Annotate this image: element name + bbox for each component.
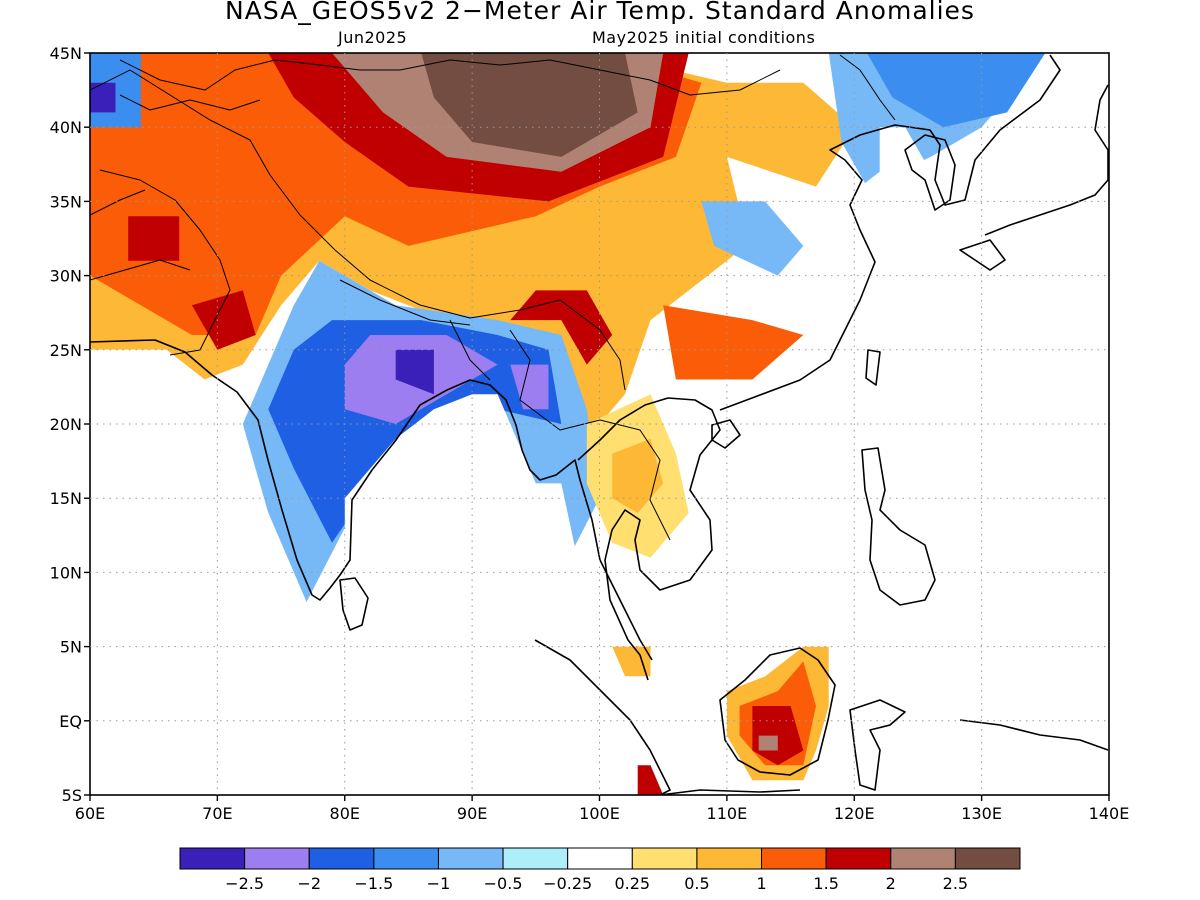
anomaly-region-central-china-light-blue bbox=[701, 201, 804, 276]
lon-label: 80E bbox=[330, 804, 360, 823]
map-title: NASA_GEOS5v2 2−Meter Air Temp. Standard … bbox=[225, 0, 975, 25]
colorbar-swatch bbox=[890, 847, 956, 870]
colorbar-swatch bbox=[373, 847, 439, 870]
colorbar-swatch bbox=[179, 847, 246, 870]
longitude-axis: 60E 70E 80E 90E 100E 110E 120E 130E 140E bbox=[75, 795, 1130, 823]
coastlines bbox=[90, 54, 1109, 795]
colorbar-label: −1.5 bbox=[354, 874, 393, 893]
lon-label: 90E bbox=[457, 804, 487, 823]
coastline-hainan bbox=[711, 419, 741, 449]
anomaly-region-burma-lilac bbox=[510, 364, 549, 410]
colorbar-label: −0.5 bbox=[484, 874, 523, 893]
coastline-korea bbox=[904, 134, 956, 211]
colorbar-swatch bbox=[761, 847, 827, 870]
coastline-java bbox=[659, 789, 801, 795]
coastline-india bbox=[90, 339, 653, 661]
coastline-sumatra bbox=[534, 639, 671, 795]
lon-label: 70E bbox=[202, 804, 232, 823]
lat-label: 20N bbox=[50, 415, 82, 434]
coastline-philippines bbox=[861, 447, 936, 606]
colorbar-label: −0.25 bbox=[543, 874, 592, 893]
colorbar-label: −1 bbox=[427, 874, 451, 893]
lon-label: 110E bbox=[707, 804, 748, 823]
colorbar-swatch bbox=[631, 847, 698, 870]
forecast-month: Jun2025 bbox=[338, 28, 408, 47]
anomaly-region-india-purple bbox=[395, 349, 434, 395]
lat-label: 35N bbox=[50, 192, 82, 211]
coastline-srilanka bbox=[339, 577, 369, 631]
coastline-china bbox=[719, 54, 1061, 411]
coastline-sulawesi bbox=[849, 699, 906, 791]
anomaly-region-mongolia-brown bbox=[421, 53, 638, 157]
lat-label: 45N bbox=[50, 44, 82, 63]
initial-conditions: May2025 initial conditions bbox=[592, 28, 816, 47]
coastline-newguinea bbox=[959, 719, 1109, 751]
anomaly-region-iran-red bbox=[128, 216, 180, 261]
colorbar-swatch bbox=[954, 847, 1021, 870]
colorbar-swatch bbox=[567, 847, 633, 870]
lon-label: 120E bbox=[834, 804, 875, 823]
lat-label: EQ bbox=[59, 712, 82, 731]
colorbar-label: 2.5 bbox=[943, 874, 968, 893]
colorbar-swatch bbox=[825, 847, 892, 870]
lat-label: 30N bbox=[50, 267, 82, 286]
lat-label: 40N bbox=[50, 118, 82, 137]
anomaly-region-kazakh-purple bbox=[90, 82, 116, 113]
lat-label: 15N bbox=[50, 489, 82, 508]
lon-label: 100E bbox=[579, 804, 620, 823]
colorbar-swatch bbox=[308, 847, 375, 870]
coastline-indochina bbox=[577, 397, 721, 641]
anomaly-region-malaya-orange bbox=[612, 646, 651, 677]
anomaly-region-indochina-orange bbox=[612, 438, 664, 513]
colorbar-label: 0.25 bbox=[614, 874, 650, 893]
colorbar-label: −2 bbox=[297, 874, 321, 893]
anomaly-region-sea-mask-scs bbox=[637, 127, 1109, 795]
colorbar-label: 2 bbox=[886, 874, 896, 893]
anomaly-region-tibet-red bbox=[510, 290, 613, 365]
colorbar-swatch bbox=[696, 847, 763, 870]
colorbar-swatch bbox=[437, 847, 504, 870]
colorbar-label: 1.5 bbox=[813, 874, 838, 893]
graticule bbox=[90, 53, 1109, 795]
lat-label: 5N bbox=[60, 638, 82, 657]
coastline-japan bbox=[959, 84, 1109, 271]
colorbar-label: 0.5 bbox=[684, 874, 709, 893]
anomaly-region-south-china-orange bbox=[663, 305, 804, 380]
colorbar-swatch bbox=[502, 847, 569, 870]
coastline-taiwan bbox=[865, 349, 881, 386]
lat-label: 5S bbox=[62, 786, 82, 805]
lat-label: 10N bbox=[50, 563, 82, 582]
anomaly-fill bbox=[90, 53, 1109, 795]
anomaly-region-pakistan-red bbox=[191, 290, 256, 350]
colorbar-label: −2.5 bbox=[225, 874, 264, 893]
colorbar-swatch bbox=[244, 847, 310, 870]
country-borders bbox=[90, 54, 896, 541]
anomaly-region-borneo-rose bbox=[758, 735, 778, 751]
coastline-borneo bbox=[719, 647, 836, 776]
latitude-axis: 45N 40N 35N 30N 25N 20N 15N 10N 5N EQ 5S bbox=[50, 44, 90, 805]
lon-label: 130E bbox=[961, 804, 1002, 823]
colorbar: −2.5 −2 −1.5 −1 −0.5 −0.25 0.25 0.5 1 1.5 2 2.5 bbox=[179, 847, 1021, 893]
anomaly-region-ne-china-blue bbox=[867, 53, 1046, 128]
lon-label: 60E bbox=[75, 804, 105, 823]
lon-label: 140E bbox=[1089, 804, 1130, 823]
colorbar-label: 1 bbox=[756, 874, 766, 893]
lat-label: 25N bbox=[50, 341, 82, 360]
